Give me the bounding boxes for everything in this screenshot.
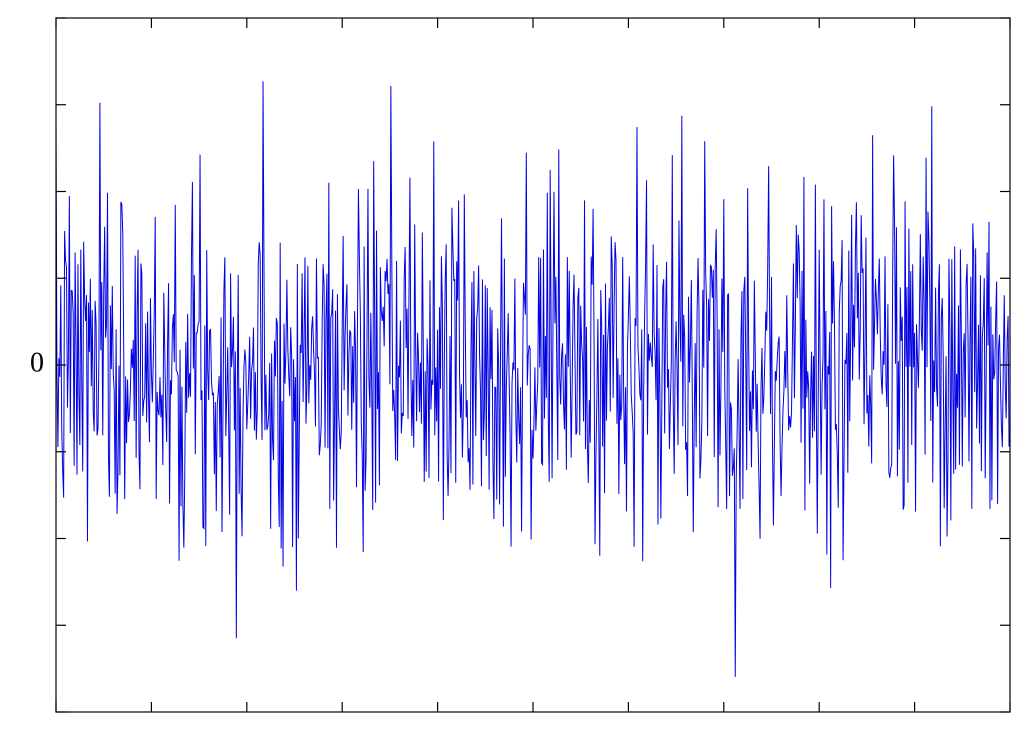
noise-line-chart: 0 [0,0,1024,730]
noise-series [56,81,1009,677]
y-tick-label: 0 [30,347,44,378]
chart-svg: 0 [0,0,1024,730]
